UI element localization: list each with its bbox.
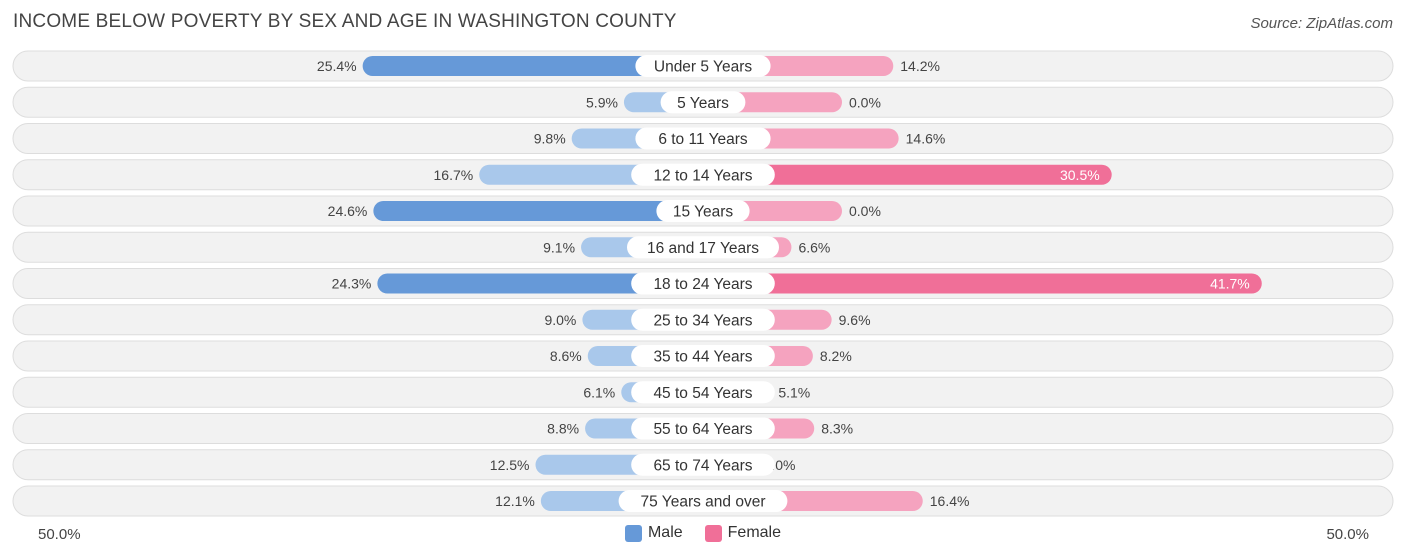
category-pill [618,490,788,512]
female-value-label: 9.6% [839,312,871,328]
male-value-label: 24.3% [332,276,372,292]
category-label: 35 to 44 Years [653,349,752,366]
legend: Male Female [0,524,1406,542]
male-value-label: 24.6% [328,203,368,219]
female-value-label: 6.6% [798,239,830,255]
female-value-label: 8.3% [821,421,853,437]
legend-label-female: Female [727,524,782,541]
category-label: 6 to 11 Years [658,131,748,148]
female-value-label: 41.7% [1210,276,1250,292]
legend-swatch-female [704,524,722,542]
category-pill [631,417,775,440]
legend-label-male: Male [647,524,683,541]
bar-chart: 25.4% 14.2% Under 5 Years 5.9% 0.0% 5 Years 9.… [12,50,1394,517]
category-pill [656,200,750,222]
category-pill [631,272,775,295]
female-value-label: 8.2% [820,348,852,364]
female-value-label: 5.1% [778,384,810,400]
legend-item-female: Female [704,524,782,542]
female-value-label: 14.2% [900,58,940,74]
category-label: 65 to 74 Years [653,457,752,474]
male-value-label: 9.8% [534,131,566,147]
male-value-label: 6.1% [583,384,615,400]
legend-item-male: Male [624,524,683,542]
category-pill [635,127,771,150]
category-pill [631,453,775,476]
category-label: 75 Years and over [641,494,766,511]
category-label: 12 to 14 Years [653,167,752,184]
male-value-label: 8.8% [547,421,579,437]
chart-title: INCOME BELOW POVERTY BY SEX AND AGE IN W… [13,11,677,32]
category-pill [635,55,771,77]
female-bar [703,164,1112,185]
category-label: 18 to 24 Years [653,276,752,293]
category-pill [631,308,775,331]
category-pill [631,163,775,186]
category-pill [631,381,775,404]
male-bar [362,56,703,76]
male-value-label: 25.4% [317,58,357,74]
legend-swatch-male [624,524,642,542]
female-value-label: 14.6% [906,131,946,147]
female-value-label: 16.4% [930,493,970,509]
source-label: Source: ZipAtlas.com [1250,15,1393,32]
female-value-label: 0.0% [849,203,881,219]
category-label: 15 Years [673,204,734,221]
category-label: 55 to 64 Years [653,421,752,438]
category-label: 25 to 34 Years [653,312,752,329]
category-pill [627,236,779,259]
male-value-label: 16.7% [434,167,474,183]
axis-right-label: 50.0% [1326,526,1369,543]
male-value-label: 12.5% [490,457,530,473]
female-value-label: 30.5% [1060,167,1100,183]
male-value-label: 9.0% [544,312,576,328]
female-bar [703,273,1262,294]
category-pill [660,91,746,114]
male-value-label: 9.1% [543,239,575,255]
male-value-label: 5.9% [586,94,618,110]
category-label: 16 and 17 Years [647,240,759,257]
male-value-label: 8.6% [550,348,582,364]
category-label: Under 5 Years [654,59,752,76]
female-value-label: 0.0% [849,94,881,110]
male-bar [377,273,703,294]
axis-left-label: 50.0% [38,526,81,543]
male-value-label: 12.1% [495,493,535,509]
male-bar [373,201,703,221]
category-label: 45 to 54 Years [653,385,752,402]
category-label: 5 Years [677,95,729,112]
category-pill [631,345,775,367]
